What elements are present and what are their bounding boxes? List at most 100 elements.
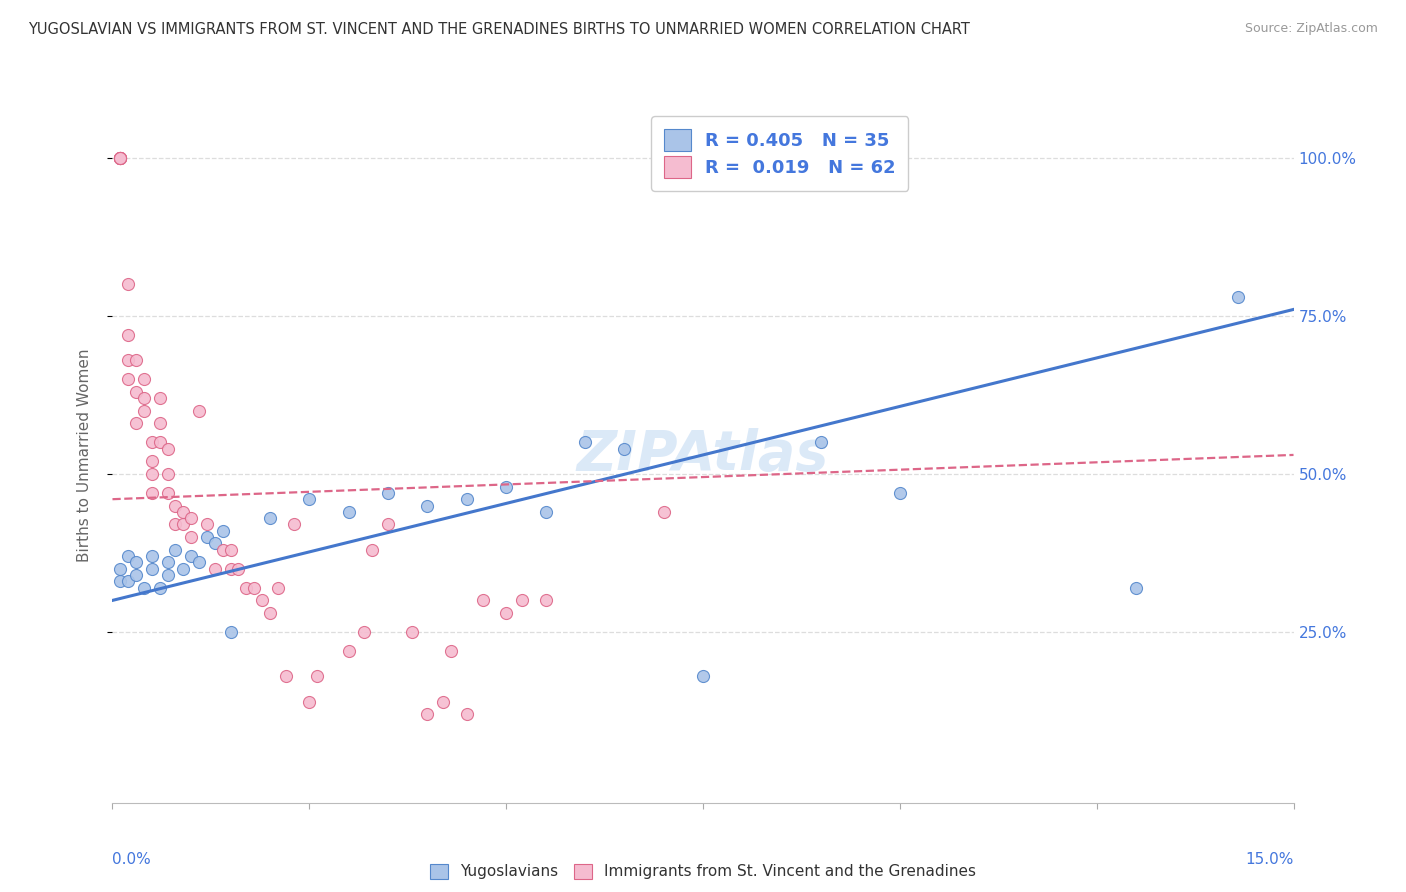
Point [195,517,218,532]
Point [1227,290,1250,304]
Point [228,562,250,576]
Point [416,707,439,722]
Point [165,499,187,513]
Point [156,467,179,481]
Text: 15.0%: 15.0% [1246,852,1294,867]
Point [243,581,266,595]
Point [117,353,139,368]
Point [211,542,233,557]
Point [267,581,290,595]
Point [810,435,832,450]
Point [250,593,273,607]
Point [204,562,226,576]
Point [117,372,139,386]
Point [156,568,179,582]
Point [377,486,399,500]
Point [141,562,163,576]
Point [165,517,187,532]
Point [235,581,257,595]
Point [180,530,202,544]
Point [110,574,132,589]
Point [132,391,155,405]
Point [377,517,399,532]
Point [180,511,202,525]
Point [117,327,139,342]
Point [440,644,463,658]
Point [172,505,194,519]
Point [172,517,194,532]
Point [156,556,179,570]
Point [132,581,155,595]
Point [149,391,172,405]
Point [172,562,194,576]
Text: ZIPAtlas: ZIPAtlas [576,428,830,482]
Point [259,606,281,620]
Point [110,151,132,165]
Point [274,669,297,683]
Point [141,549,163,563]
Point [149,581,172,595]
Point [401,625,423,640]
Point [298,695,321,709]
Point [613,442,636,456]
Point [353,625,375,640]
Point [219,625,242,640]
Point [188,556,211,570]
Text: 0.0%: 0.0% [112,852,152,867]
Y-axis label: Births to Unmarried Women: Births to Unmarried Women [77,348,91,562]
Point [456,707,478,722]
Legend: R = 0.405   N = 35, R =  0.019   N = 62: R = 0.405 N = 35, R = 0.019 N = 62 [651,116,908,191]
Point [416,499,439,513]
Point [117,277,139,292]
Point [110,562,132,576]
Point [132,403,155,417]
Point [692,669,714,683]
Point [534,593,557,607]
Point [125,353,148,368]
Point [652,505,675,519]
Point [337,505,360,519]
Point [188,403,211,417]
Point [204,536,226,550]
Point [180,549,202,563]
Point [195,530,218,544]
Point [110,151,132,165]
Point [141,454,163,468]
Point [495,606,517,620]
Point [337,644,360,658]
Point [110,151,132,165]
Point [456,492,478,507]
Point [298,492,321,507]
Point [361,542,384,557]
Text: YUGOSLAVIAN VS IMMIGRANTS FROM ST. VINCENT AND THE GRENADINES BIRTHS TO UNMARRIE: YUGOSLAVIAN VS IMMIGRANTS FROM ST. VINCE… [28,22,970,37]
Point [149,417,172,431]
Point [211,524,233,538]
Point [165,542,187,557]
Point [117,574,139,589]
Point [889,486,911,500]
Point [125,417,148,431]
Point [110,151,132,165]
Point [471,593,494,607]
Point [495,479,517,493]
Point [149,435,172,450]
Point [132,372,155,386]
Point [1125,581,1147,595]
Point [125,556,148,570]
Point [432,695,454,709]
Point [125,384,148,399]
Point [110,151,132,165]
Point [117,549,139,563]
Point [141,435,163,450]
Point [283,517,305,532]
Point [219,542,242,557]
Point [141,467,163,481]
Point [141,486,163,500]
Point [219,562,242,576]
Point [534,505,557,519]
Point [156,442,179,456]
Point [307,669,329,683]
Point [510,593,533,607]
Point [110,151,132,165]
Point [574,435,596,450]
